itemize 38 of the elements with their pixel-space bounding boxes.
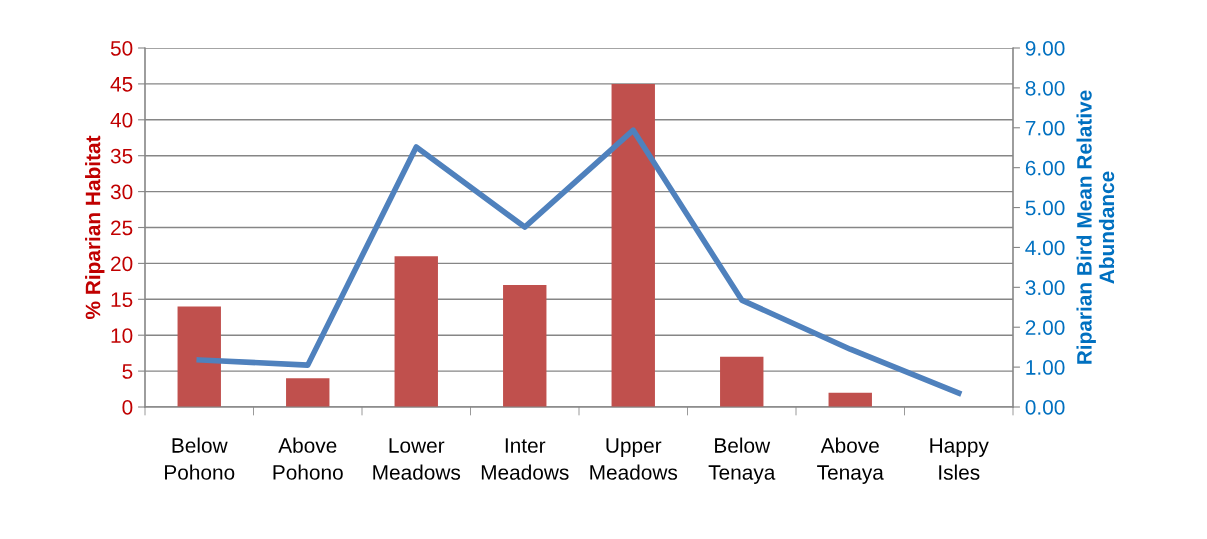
y2-tick-label: 3.00 — [1025, 280, 1065, 296]
y-axis-title: % Riparian Habitat — [85, 135, 105, 320]
x-tick-label: Lower Meadows — [373, 438, 461, 480]
x-tick-label: Upper Meadows — [590, 438, 678, 480]
y-tick-label: 10 — [111, 328, 133, 343]
x-tick-label: Below Tenaya — [708, 437, 776, 484]
y2-tick-label: 4.00 — [1025, 240, 1065, 256]
bar — [828, 392, 872, 407]
y-tick-label: 0 — [122, 400, 133, 415]
y-tick-label: 5 — [122, 364, 133, 379]
y2-tick-label: 7.00 — [1025, 120, 1065, 136]
y2-tick-label: 2.00 — [1025, 320, 1065, 335]
x-tick-label: Above Tenaya — [817, 437, 884, 484]
y2-tick-label: 9.00 — [1025, 41, 1065, 56]
y-tick-label: 50 — [110, 41, 133, 56]
y-tick-label: 25 — [111, 220, 133, 236]
x-tick-label: Above Pohono — [273, 437, 343, 480]
y-tick-label: 35 — [110, 148, 133, 164]
bar — [177, 306, 221, 407]
x-tick-label: Happy Isles — [930, 438, 989, 480]
y-tick-label: 30 — [110, 184, 133, 200]
y-tick-label: 20 — [111, 256, 133, 272]
y2-tick-label: 6.00 — [1025, 160, 1065, 176]
bar — [503, 284, 547, 407]
y2-axis-title: Riparian Bird Mean Relative Abundance — [1076, 90, 1115, 364]
y2-tick-label: 0.00 — [1025, 400, 1065, 415]
x-tick-label: Inter Meadows — [481, 438, 569, 480]
bar — [394, 256, 438, 407]
y2-tick-label: 5.00 — [1025, 200, 1065, 216]
y-tick-label: 45 — [110, 77, 133, 92]
y2-tick-label: 8.00 — [1025, 80, 1065, 96]
x-tick-label: Below Pohono — [165, 437, 235, 480]
bar — [286, 378, 330, 407]
bar — [611, 83, 655, 407]
bar — [720, 356, 764, 407]
y-tick-label: 15 — [111, 292, 133, 308]
y-tick-label: 40 — [110, 112, 133, 128]
y2-tick-label: 1.00 — [1026, 360, 1065, 375]
